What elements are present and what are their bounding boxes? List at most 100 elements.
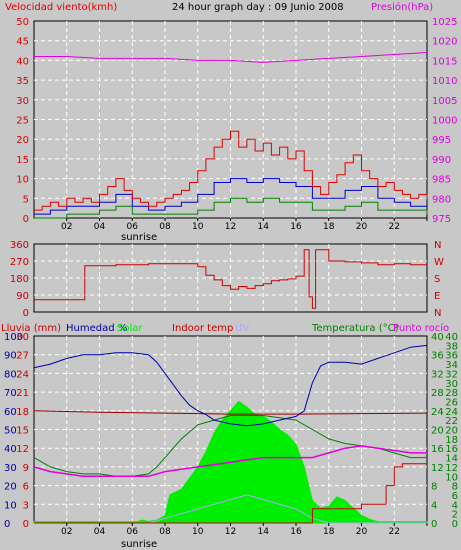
indoor-temp-label: Indoor temp xyxy=(172,323,233,334)
thermo-x-tick: 18 xyxy=(323,527,335,537)
compass-y-tick: E xyxy=(434,291,440,302)
rain-y-tick: 3 xyxy=(23,500,29,511)
dewpoint-y-tick: 4 xyxy=(452,500,458,511)
rain-y-tick: 27 xyxy=(16,351,29,362)
humidity-y-tick: 0 xyxy=(4,519,10,530)
rain-label: Lluvia (mm) xyxy=(1,323,61,334)
wind-y-tick: 25 xyxy=(16,116,29,127)
pressure-y-tick: 980 xyxy=(432,194,451,205)
thermo-x-tick: 22 xyxy=(389,527,400,537)
rain-y-tick: 12 xyxy=(16,444,29,455)
sunrise-label-bottom: sunrise xyxy=(121,539,157,550)
tick-labels: 02 04 06 08 10 12 14 16 18 20 22051015202530354045… xyxy=(4,17,458,537)
dewpoint-y-tick: 10 xyxy=(445,472,458,483)
dewpoint-y-tick: 36 xyxy=(445,351,458,362)
dewpoint-y-tick: 38 xyxy=(445,341,458,352)
pressure-y-tick: 1010 xyxy=(432,76,457,87)
thermo-x-tick: 14 xyxy=(258,527,270,537)
dewpoint-y-tick: 26 xyxy=(445,397,458,408)
thermo-x-tick: 06 xyxy=(127,527,139,537)
direction-y-tick: 0 xyxy=(23,308,29,319)
dewpoint-y-tick: 30 xyxy=(445,379,458,390)
dewpoint-y-tick: 16 xyxy=(445,444,458,455)
solar-label: Solar xyxy=(117,323,143,334)
temperature-y-tick: 16 xyxy=(431,444,444,455)
rain-y-tick: 6 xyxy=(23,482,29,493)
rain-y-tick: 15 xyxy=(16,426,29,437)
direction-y-tick: 90 xyxy=(16,291,29,302)
wind-x-tick: 02 xyxy=(61,222,72,232)
rain-line xyxy=(34,463,427,524)
wind-speed-label: Velocidad viento(kmh) xyxy=(5,2,117,13)
wind-y-tick: 40 xyxy=(16,56,29,67)
temperature-y-tick: 40 xyxy=(431,332,444,343)
thermo-x-tick: 20 xyxy=(356,527,368,537)
temperature-y-tick: 32 xyxy=(431,369,444,380)
dewpoint-y-tick: 14 xyxy=(445,454,458,465)
thermo-x-tick: 08 xyxy=(159,527,171,537)
rain-y-tick: 9 xyxy=(23,463,29,474)
wind-y-tick: 5 xyxy=(23,194,29,205)
dewpoint-y-tick: 28 xyxy=(445,388,458,399)
pressure-y-tick: 1025 xyxy=(432,17,457,28)
chart-title: 24 hour graph day : 09 Junio 2008 xyxy=(172,2,344,13)
rain-y-tick: 30 xyxy=(16,332,29,343)
pressure-y-tick: 995 xyxy=(432,135,451,146)
compass-y-tick: N xyxy=(434,308,441,319)
dewpoint-label: Punto rocío xyxy=(393,322,449,334)
temperature-y-tick: 4 xyxy=(431,500,437,511)
temperature-label: Temperatura (°C) xyxy=(311,323,399,334)
pressure-y-tick: 1020 xyxy=(432,37,457,48)
temperature-y-tick: 28 xyxy=(431,388,444,399)
humidity-y-tick: 70 xyxy=(4,388,17,399)
rain-y-tick: 24 xyxy=(16,369,29,380)
dewpoint-y-tick: 18 xyxy=(445,435,458,446)
wind-low-line xyxy=(34,197,428,219)
dewpoint-y-tick: 12 xyxy=(445,463,458,474)
humidity-y-tick: 20 xyxy=(4,482,17,493)
temperature-y-tick: 12 xyxy=(431,463,444,474)
humidity-y-tick: 100 xyxy=(4,332,23,343)
thermo-x-tick: 10 xyxy=(192,527,204,537)
wind-gust-line xyxy=(34,130,428,211)
rain-y-tick: 0 xyxy=(23,519,29,530)
sunrise-label-top: sunrise xyxy=(121,232,157,243)
thermo-x-tick: 16 xyxy=(290,527,302,537)
wind-average-line xyxy=(34,178,427,215)
wind-y-tick: 45 xyxy=(16,37,29,48)
rain-y-tick: 21 xyxy=(16,388,29,399)
pressure-y-tick: 1015 xyxy=(432,56,457,67)
uv-label: UV xyxy=(235,323,249,334)
wind-y-tick: 50 xyxy=(16,17,29,28)
wind-x-tick: 14 xyxy=(258,222,270,232)
wind-x-tick: 18 xyxy=(323,222,335,232)
wind-y-tick: 20 xyxy=(16,135,29,146)
humidity-line xyxy=(33,344,428,427)
dewpoint-y-tick: 24 xyxy=(445,407,458,418)
direction-y-tick: 360 xyxy=(10,240,29,251)
pressure-line xyxy=(34,52,428,63)
wind-y-tick: 15 xyxy=(16,155,29,166)
dewpoint-y-tick: 22 xyxy=(445,416,458,427)
temperature-y-tick: 36 xyxy=(431,351,444,362)
temperature-y-tick: 20 xyxy=(431,426,444,437)
compass-y-tick: W xyxy=(434,257,444,268)
pressure-label: Presión(hPa) xyxy=(371,1,433,13)
wind-y-tick: 30 xyxy=(16,96,29,107)
thermo-x-tick: 12 xyxy=(225,527,236,537)
humidity-y-tick: 60 xyxy=(4,407,17,418)
wind-x-tick: 10 xyxy=(192,222,204,232)
thermo-x-tick: 04 xyxy=(94,527,106,537)
dewpoint-line xyxy=(33,445,427,478)
dewpoint-y-tick: 32 xyxy=(445,369,458,380)
dewpoint-y-tick: 40 xyxy=(445,332,458,343)
wind-x-tick: 04 xyxy=(94,222,106,232)
humidity-label: Humedad % xyxy=(66,323,127,334)
rain-y-tick: 18 xyxy=(16,407,29,418)
dewpoint-y-tick: 2 xyxy=(452,510,458,521)
series-group xyxy=(33,52,428,524)
humidity-y-tick: 80 xyxy=(4,369,17,380)
dewpoint-y-tick: 34 xyxy=(445,360,458,371)
